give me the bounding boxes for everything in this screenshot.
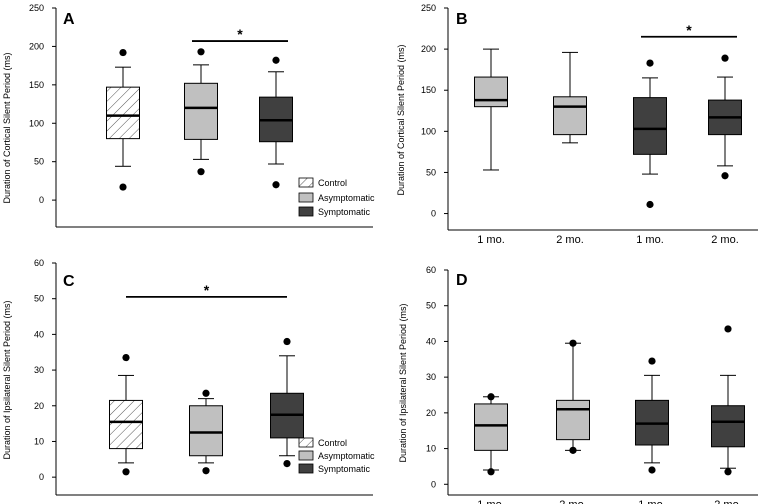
y-tick-label-a: 250 (29, 3, 44, 13)
outlier-point-c (283, 337, 291, 346)
box-d-symptomatic (711, 405, 745, 448)
y-tick-label-a: 100 (29, 118, 44, 128)
outlier-point-d (648, 357, 656, 365)
panel-letter-d: D (456, 272, 468, 289)
outlier-point-c (202, 389, 210, 397)
box-b-symptomatic (633, 97, 667, 155)
box-c-control (109, 399, 143, 450)
y-tick-label-b: 100 (421, 126, 436, 136)
panel-letter-b: B (456, 11, 468, 28)
y-tick-label-a: 50 (34, 157, 44, 167)
outlier-point-d (569, 339, 577, 347)
outlier-point-a (272, 56, 280, 64)
y-tick-label-b: 0 (431, 209, 436, 219)
legend-c: Control Asymptomatic Symptomatic (298, 437, 375, 474)
legend-a-control-label: Control (318, 178, 347, 188)
box-b-asymptomatic (553, 96, 587, 136)
y-tick-label-b: 150 (421, 85, 436, 95)
y-tick-label-d: 50 (426, 301, 436, 311)
legend-c-asymptomatic-label: Asymptomatic (318, 451, 375, 461)
x-category-label-d: 2 mo. (559, 499, 587, 504)
panel-a-chart: 0 50 100 150 200 250 * Duration of Cortical Si… (2, 3, 373, 228)
legend-c-symptomatic-swatch (298, 463, 314, 474)
y-tick-label-a: 0 (39, 195, 44, 205)
panel-letter-c: C (63, 273, 75, 290)
legend-a-symptomatic-label: Symptomatic (318, 207, 371, 217)
y-tick-label-b: 250 (421, 3, 436, 13)
y-tick-label-a: 150 (29, 80, 44, 90)
outlier-point-a (197, 168, 205, 176)
outlier-point-c (122, 468, 130, 476)
x-category-label-b: 2 mo. (556, 234, 584, 246)
panel-b-chart: 0 50 100 150 200 250 1 mo. 2 mo. 1 mo. 2 mo. * Dur… (396, 3, 758, 246)
y-tick-label-c: 10 (34, 436, 44, 446)
y-tick-label-d: 60 (426, 265, 436, 275)
outlier-point-a (119, 48, 127, 57)
outlier-point-b (646, 59, 654, 67)
y-axis-title-d: Duration of Ipsilateral Silent Period (m… (398, 303, 408, 462)
box-a-control (106, 86, 140, 140)
y-tick-label-d: 40 (426, 336, 436, 346)
significance-star-c: * (204, 282, 210, 298)
box-c-asymptomatic (189, 405, 223, 457)
y-tick-label-c: 40 (34, 329, 44, 339)
legend-c-asymptomatic-swatch (298, 450, 314, 461)
y-axis-title-b: Duration of Cortical Silent Period (ms) (396, 44, 406, 195)
outlier-point-a (119, 183, 127, 191)
box-d-asymptomatic (556, 399, 590, 441)
legend-a-symptomatic-swatch (298, 206, 314, 217)
legend-a: Control Asymptomatic Symptomatic (298, 177, 375, 217)
outlier-point-b (646, 200, 654, 209)
x-category-label-d: 1 mo. (477, 499, 505, 504)
panel-c-chart: 0 10 20 30 40 50 60 * Duration of Ipsilateral S… (2, 258, 373, 496)
x-category-label-b: 1 mo. (477, 234, 505, 246)
outlier-point-c (202, 467, 210, 475)
x-category-label-b: 1 mo. (636, 234, 664, 246)
x-category-label-d: 1 mo. (638, 499, 666, 504)
legend-a-control-swatch (298, 177, 314, 188)
outlier-point-c (122, 353, 130, 362)
box-b-asymptomatic (474, 76, 508, 108)
outlier-point-a (197, 48, 205, 56)
x-category-label-b: 2 mo. (711, 234, 739, 246)
outlier-point-d (569, 446, 577, 454)
y-tick-label-c: 20 (34, 401, 44, 411)
y-axis-title-c: Duration of Ipsilateral Silent Period (m… (2, 300, 12, 459)
y-tick-label-c: 0 (39, 472, 44, 482)
panel-d-chart: 0 10 20 30 40 50 60 1 mo. 2 mo. 1 mo. 2 mo. Durati… (398, 265, 758, 504)
y-axis-title-a: Duration of Cortical Silent Period (ms) (2, 52, 12, 203)
outlier-point-a (272, 181, 280, 189)
y-tick-label-d: 20 (426, 408, 436, 418)
legend-c-control-swatch (298, 437, 314, 448)
outlier-point-d (487, 393, 495, 401)
outlier-point-b (721, 54, 729, 62)
legend-c-control-label: Control (318, 438, 347, 448)
y-tick-label-d: 30 (426, 372, 436, 382)
legend-a-asymptomatic-swatch (298, 192, 314, 203)
box-a-asymptomatic (184, 82, 218, 140)
significance-star-b: * (686, 22, 692, 38)
y-tick-label-b: 50 (426, 167, 436, 177)
y-tick-label-b: 200 (421, 44, 436, 54)
y-tick-label-c: 50 (34, 294, 44, 304)
outlier-point-d (724, 325, 732, 333)
y-tick-label-c: 30 (34, 365, 44, 375)
y-tick-label-c: 60 (34, 258, 44, 268)
y-tick-label-d: 10 (426, 444, 436, 454)
legend-a-asymptomatic-label: Asymptomatic (318, 193, 375, 203)
outlier-point-d (724, 468, 732, 476)
y-tick-label-d: 0 (431, 479, 436, 489)
outlier-point-d (487, 468, 495, 476)
x-category-label-d: 2 mo. (714, 499, 742, 504)
outlier-point-c (283, 459, 291, 468)
outlier-point-d (648, 466, 656, 474)
y-tick-label-a: 200 (29, 41, 44, 51)
box-d-asymptomatic (474, 403, 508, 451)
panel-letter-a: A (63, 11, 75, 28)
legend-c-symptomatic-label: Symptomatic (318, 464, 371, 474)
outlier-point-b (721, 172, 729, 180)
significance-star-a: * (237, 26, 243, 42)
